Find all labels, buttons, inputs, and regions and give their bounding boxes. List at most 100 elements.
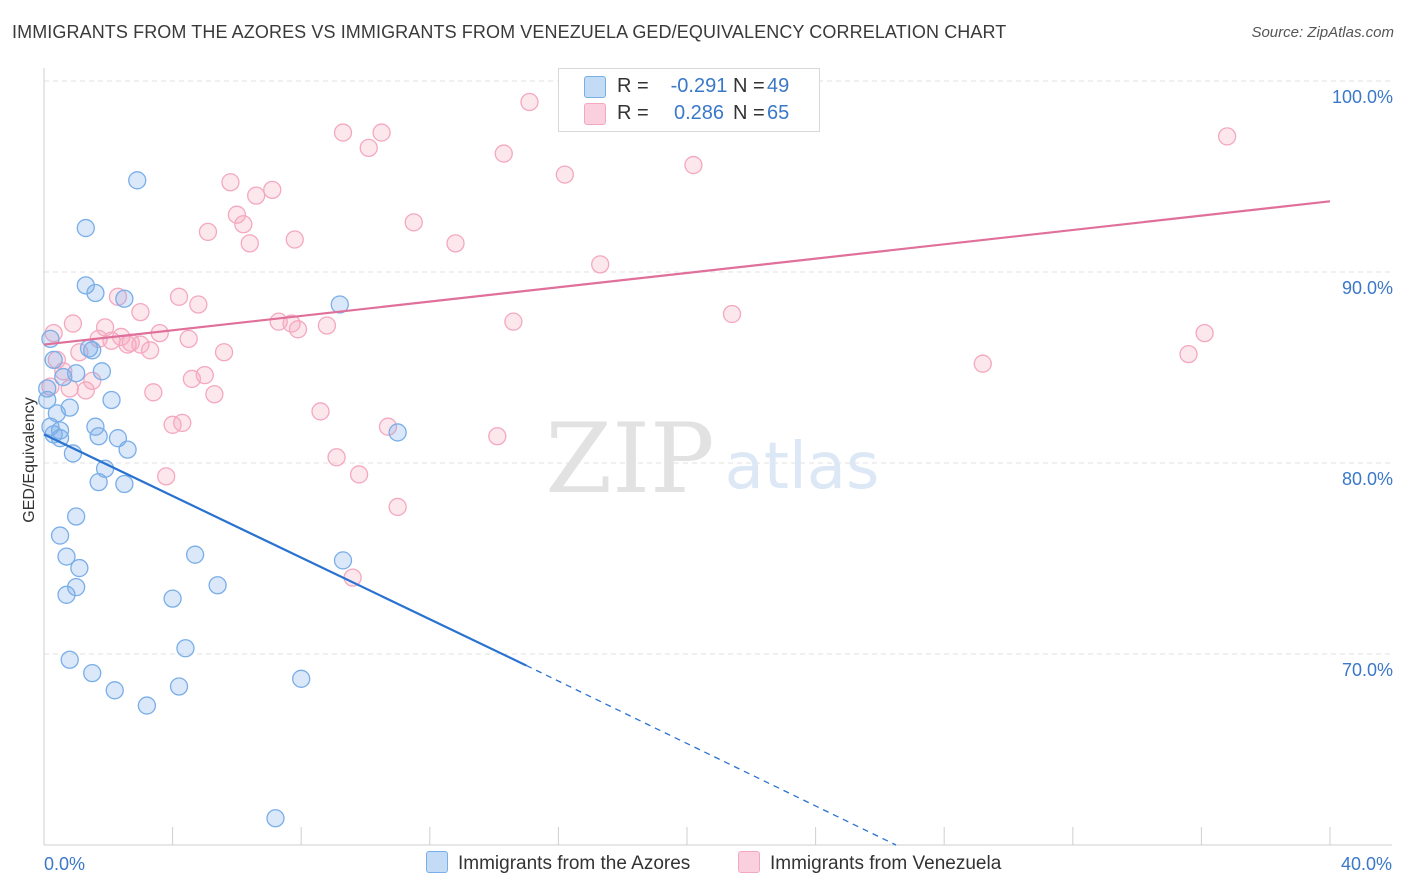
venezuela-point [288,320,308,339]
watermark-atlas: atlas [725,430,880,504]
y-tick-label: 70.0% [1342,660,1393,680]
azores-point [266,809,285,828]
x-tick-label-right: 40.0% [1341,854,1392,874]
venezuela-point [234,215,253,234]
venezuela-point [333,123,353,142]
venezuela-point [684,155,703,175]
venezuela-point [343,568,362,587]
n-label: N = [733,102,765,124]
venezuela-point [63,314,83,333]
azores-point [76,218,95,238]
venezuela-point [327,448,346,467]
venezuela-point [285,230,304,249]
venezuela-point [179,329,198,349]
azores-point [292,669,311,688]
chart-title: IMMIGRANTS FROM THE AZORES VS IMMIGRANTS… [12,22,1007,42]
azores-point [60,650,79,669]
azores-point [118,440,137,459]
azores-point [115,474,134,494]
azores-swatch [584,76,606,98]
venezuela-swatch [584,103,606,125]
r-value-venezuela: 0.286 [673,102,725,124]
r-label: R = [617,102,649,124]
venezuela-point [722,304,742,324]
azores-legend-swatch [426,851,448,873]
venezuela-points [41,71,1237,587]
venezuela-point [140,341,160,360]
azores-point [50,421,70,440]
azores-point [70,558,89,578]
venezuela-point [198,222,218,242]
venezuela-point [1217,127,1237,146]
venezuela-point [108,287,128,306]
azores-point [83,663,102,683]
legend-label-venezuela: Immigrants from Venezuela [770,853,1002,874]
x-tick-label-left: 0.0% [44,854,85,874]
r-value-azores: -0.291 [670,75,728,97]
n-value-venezuela: 65 [767,102,790,124]
azores-point [388,423,407,442]
azores-point [76,276,95,295]
venezuela-point [169,287,189,306]
azores-point [86,283,105,303]
legend-item-azores: Immigrants from the Azores [426,851,690,875]
azores-point [83,341,102,360]
azores-point [185,545,205,564]
azores-point [92,362,112,381]
venezuela-point [83,371,102,391]
venezuela-point [555,165,574,184]
azores-point [67,507,86,526]
venezuela-point [195,365,214,385]
venezuela-point [311,402,330,421]
azores-point [102,390,121,410]
source-credit: Source: ZipAtlas.com [1251,24,1394,41]
venezuela-point [349,465,369,484]
venezuela-point [1179,344,1198,364]
azores-point [330,295,349,314]
legend-label-azores: Immigrants from the Azores [458,853,691,874]
venezuela-point [1195,323,1214,343]
axes [43,68,1392,846]
azores-point [57,547,76,566]
azores-trend-line [43,433,527,667]
venezuela-point [263,180,282,200]
venezuela-point [504,312,523,331]
azores-point [50,526,70,545]
n-value-azores: 49 [767,75,790,97]
venezuela-point [221,173,240,192]
venezuela-point [131,335,150,354]
venezuela-point [214,343,234,362]
venezuela-point [404,213,423,232]
azores-point [169,677,189,696]
azores-point [208,576,227,595]
azores-point [333,551,353,570]
azores-point [89,427,108,446]
venezuela-point [173,413,192,433]
trend-lines [43,200,1331,846]
venezuela-point [240,234,259,253]
azores-point [67,578,86,597]
venezuela-point [227,205,247,224]
azores-point [115,289,134,308]
azores-point [176,639,195,658]
venezuela-point [973,354,992,373]
venezuela-point [41,377,60,396]
azores-point [38,390,57,410]
azores-point [128,171,147,190]
venezuela-point [520,92,539,112]
azores-trend-line-extension [525,664,897,846]
venezuela-point [372,123,391,142]
venezuela-point [157,467,176,486]
venezuela-point [189,295,208,314]
azores-point [163,589,182,608]
venezuela-point [144,383,163,402]
venezuela-point [378,417,398,436]
venezuela-point [388,497,407,517]
venezuela-point [247,186,266,205]
venezuela-point [446,234,465,253]
azores-point [57,585,76,604]
venezuela-point [359,138,378,158]
venezuela-point [205,385,224,404]
azores-point [60,398,79,417]
